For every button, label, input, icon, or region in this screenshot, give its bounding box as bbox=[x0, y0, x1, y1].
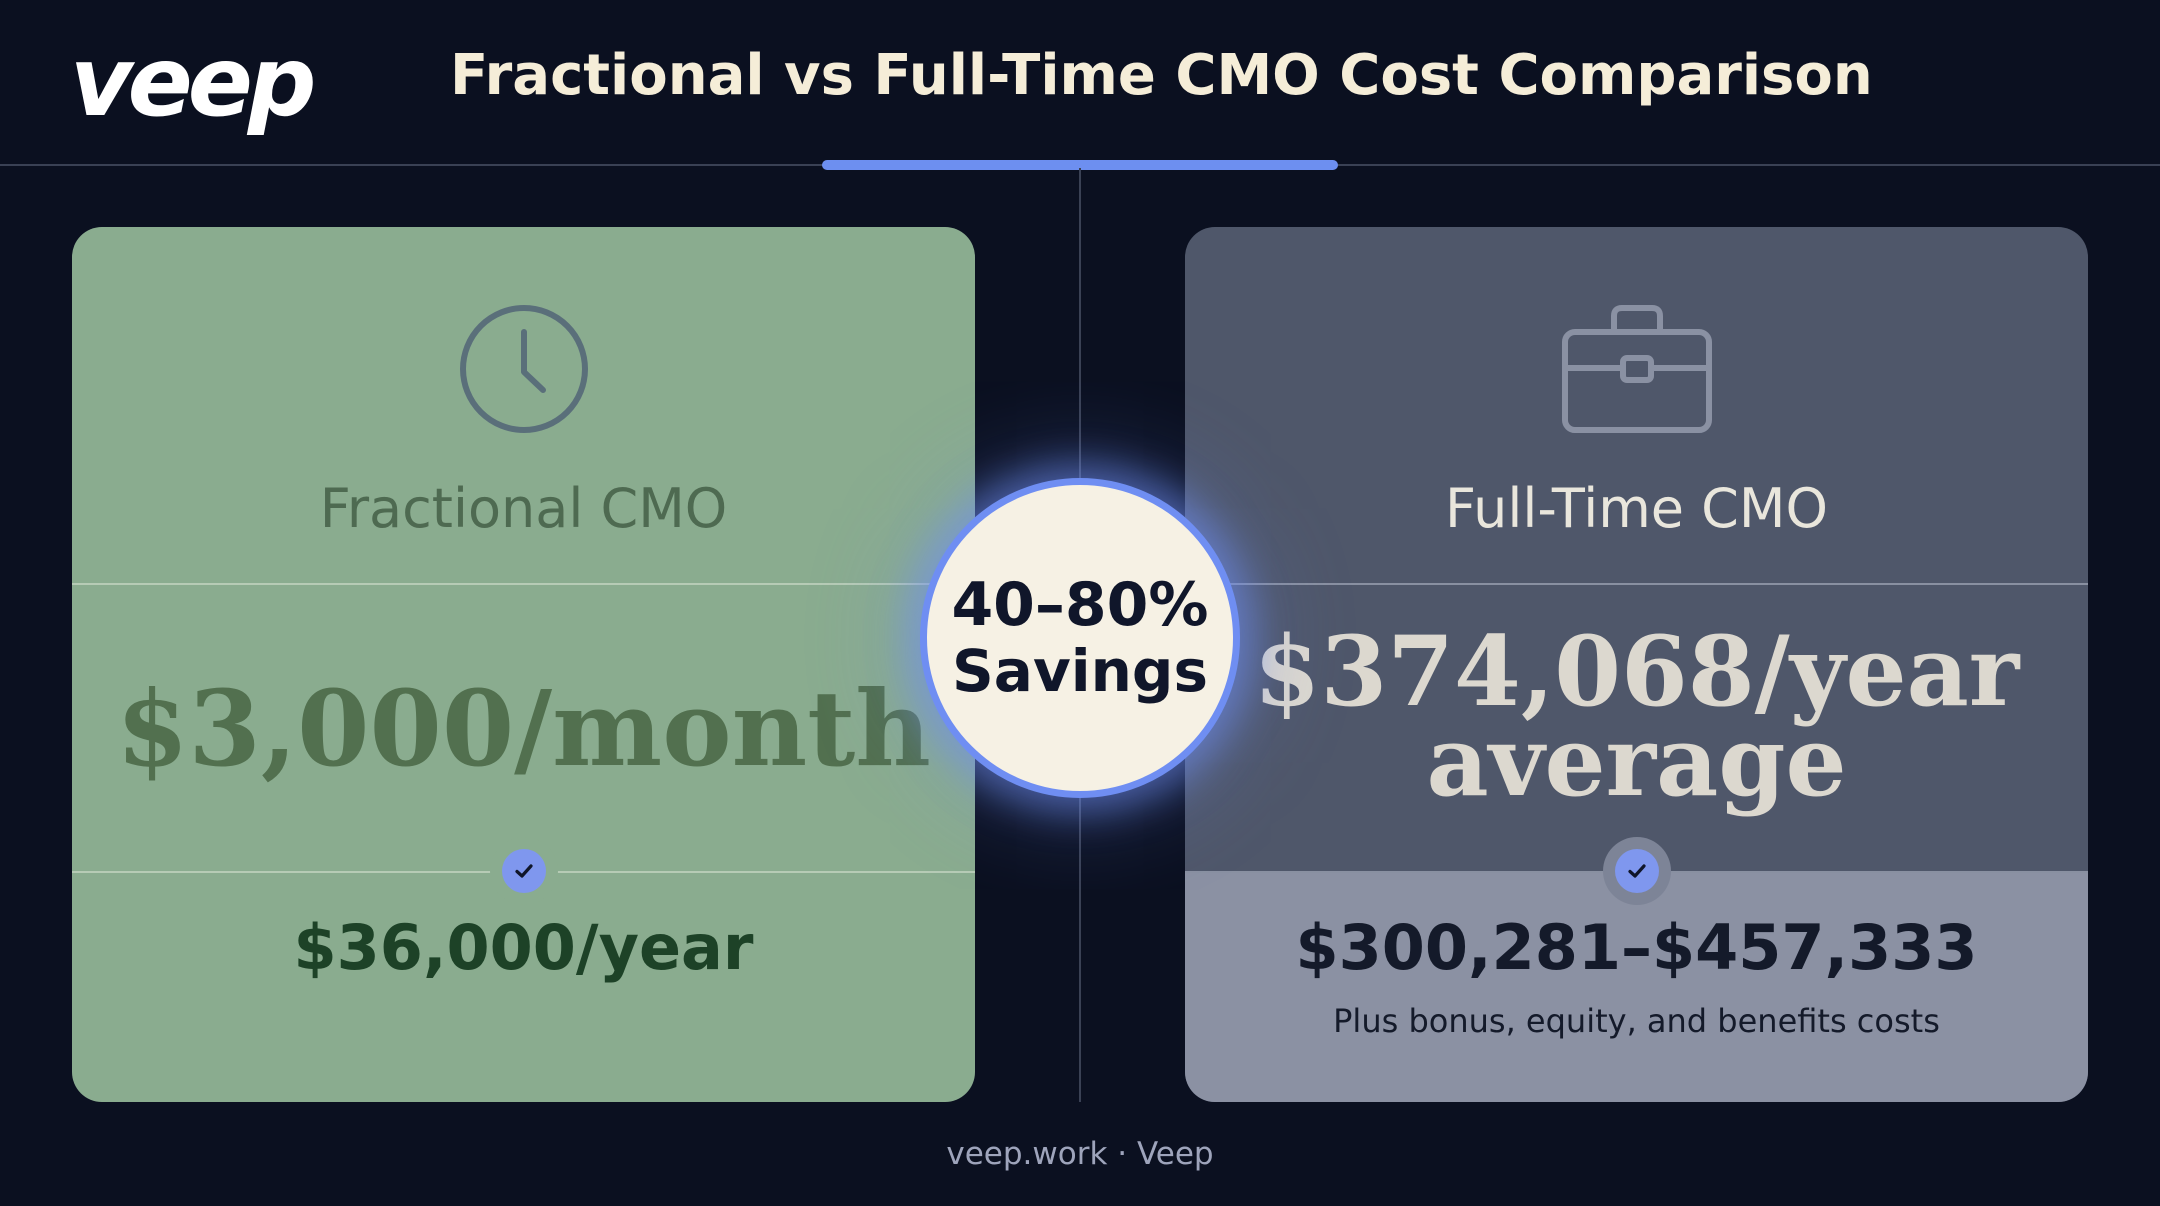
page-title: Fractional vs Full-Time CMO Cost Compari… bbox=[450, 43, 1873, 108]
checkmark-icon bbox=[1614, 849, 1659, 893]
fulltime-price-line: $374,068/year bbox=[1253, 615, 2020, 728]
fulltime-cmo-label: Full-Time CMO bbox=[1445, 477, 1828, 540]
briefcase-icon bbox=[1560, 302, 1714, 441]
fulltime-salary-range: $300,281–$457,333 bbox=[1295, 911, 1978, 984]
fulltime-price-qualifier: average bbox=[1426, 705, 1847, 819]
card-footer-panel bbox=[1185, 872, 2088, 1102]
card-divider bbox=[72, 583, 975, 585]
savings-badge: 40–80% Savings bbox=[920, 478, 1240, 798]
savings-label: Savings bbox=[952, 637, 1208, 706]
fractional-annual-price: $36,000/year bbox=[293, 911, 754, 984]
clock-icon bbox=[457, 302, 591, 441]
fractional-cmo-card: Fractional CMO $3,000/month $36,000/year bbox=[72, 227, 975, 1102]
fractional-cmo-label: Fractional CMO bbox=[319, 477, 728, 540]
card-divider bbox=[1185, 583, 2088, 585]
veep-logo: veep bbox=[70, 26, 317, 138]
savings-percent: 40–80% bbox=[951, 569, 1209, 640]
checkmark-icon bbox=[501, 849, 546, 893]
fulltime-annual-price: $374,068/year average bbox=[1185, 615, 2088, 819]
footer-attribution: veep.work · Veep bbox=[946, 1136, 1214, 1172]
fulltime-additional-costs-note: Plus bonus, equity, and benefits costs bbox=[1333, 1002, 1940, 1040]
title-accent-bar bbox=[822, 160, 1338, 170]
fractional-monthly-price: $3,000/month bbox=[116, 667, 931, 790]
fulltime-cmo-card: Full-Time CMO $374,068/year average $300… bbox=[1185, 227, 2088, 1102]
